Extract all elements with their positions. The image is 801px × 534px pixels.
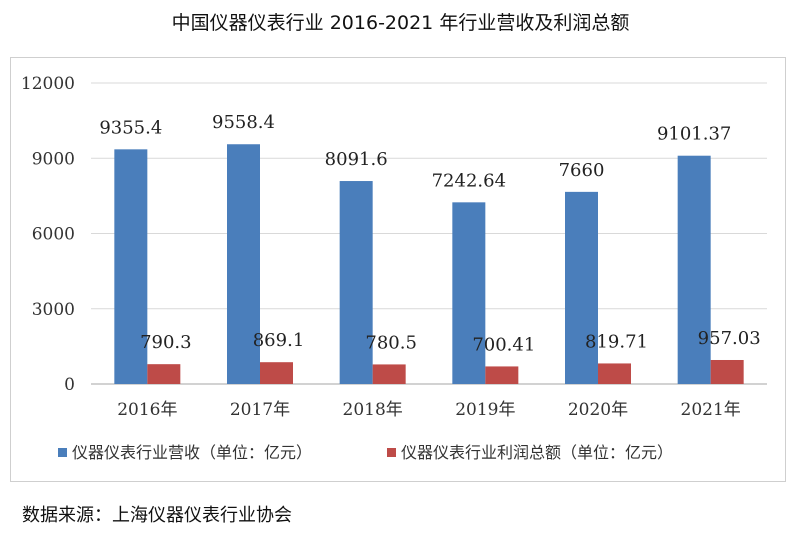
x-tick-label: 2017年 xyxy=(230,400,290,420)
profit-data-label: 700.41 xyxy=(472,334,535,355)
legend-swatch-revenue xyxy=(58,448,67,457)
x-tick-label: 2018年 xyxy=(343,400,403,420)
profit-bar xyxy=(372,364,406,384)
source-note: 数据来源：上海仪器仪表行业协会 xyxy=(22,505,292,526)
profit-bar xyxy=(485,366,519,384)
y-tick-label: 3000 xyxy=(32,300,75,320)
legend-swatch-profit xyxy=(387,448,396,457)
legend-label-revenue: 仪器仪表行业营收（单位：亿元） xyxy=(72,443,312,462)
revenue-data-label: 9355.4 xyxy=(99,117,162,138)
profit-data-label: 819.71 xyxy=(585,331,648,352)
y-tick-label: 6000 xyxy=(32,225,75,245)
profit-data-label: 790.3 xyxy=(140,332,192,353)
revenue-data-label: 9558.4 xyxy=(212,112,275,133)
revenue-data-label: 7242.64 xyxy=(432,170,506,191)
revenue-bar xyxy=(565,191,598,384)
revenue-bar xyxy=(114,149,148,384)
revenue-data-label: 9101.37 xyxy=(657,124,731,145)
profit-bar xyxy=(598,363,631,384)
chart-frame xyxy=(10,57,786,482)
profit-data-label: 957.03 xyxy=(698,328,761,349)
revenue-data-label: 7660 xyxy=(559,160,605,181)
profit-data-label: 869.1 xyxy=(253,330,305,351)
revenue-bar xyxy=(339,181,373,384)
legend-label-profit: 仪器仪表行业利润总额（单位：亿元） xyxy=(401,443,673,462)
chart-title: 中国仪器仪表行业 2016-2021 年行业营收及利润总额 xyxy=(171,12,630,34)
revenue-data-label: 8091.6 xyxy=(325,149,388,170)
y-tick-label: 9000 xyxy=(32,149,75,169)
y-tick-label: 12000 xyxy=(21,74,75,94)
revenue-bar xyxy=(452,202,486,384)
x-tick-label: 2019年 xyxy=(455,400,515,420)
revenue-bar xyxy=(227,144,260,384)
x-tick-label: 2020年 xyxy=(568,400,628,420)
profit-bar xyxy=(260,362,293,384)
profit-bar xyxy=(710,359,744,384)
x-tick-label: 2016年 xyxy=(117,400,177,420)
x-tick-label: 2021年 xyxy=(681,400,741,420)
profit-bar xyxy=(147,364,181,384)
profit-data-label: 780.5 xyxy=(365,332,417,353)
revenue-bar xyxy=(677,155,711,384)
y-tick-label: 0 xyxy=(64,375,75,395)
